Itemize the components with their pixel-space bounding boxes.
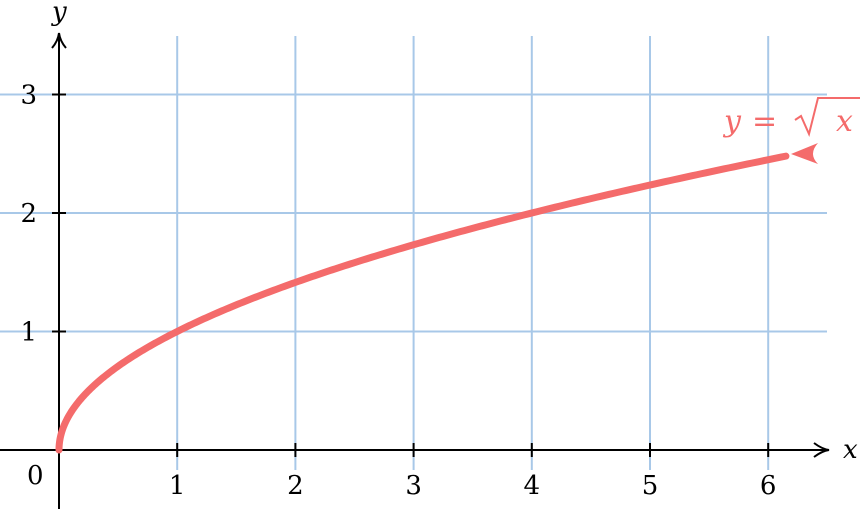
grid	[0, 36, 827, 470]
y-tick-label-3: 3	[20, 81, 37, 111]
series-label-equals: =	[752, 104, 777, 139]
series	[55, 152, 790, 454]
x-tick-label-1: 1	[169, 471, 186, 501]
y-axis-arrowhead	[51, 32, 67, 49]
radical-sign	[794, 97, 860, 138]
series-label-pointer	[791, 143, 818, 164]
origin-label: 0	[27, 461, 44, 491]
series-label-radicand: x	[836, 104, 853, 139]
series-curve-0	[55, 152, 790, 454]
ticks: 1 2 3 4 5 6 1 2 3	[20, 81, 776, 502]
x-tick-label-5: 5	[642, 471, 659, 501]
y-tick-label-2: 2	[20, 199, 37, 229]
x-tick-label-3: 3	[405, 471, 422, 501]
y-tick-label-1: 1	[20, 318, 37, 348]
series-label-lhs: y	[722, 104, 742, 139]
x-axis-label: x	[843, 435, 858, 465]
x-axis-arrowhead	[813, 442, 830, 458]
series-label: y = x	[722, 97, 860, 164]
y-axis-label: y	[51, 0, 67, 27]
x-tick-label-6: 6	[760, 471, 777, 501]
x-tick-label-2: 2	[287, 471, 304, 501]
x-tick-label-4: 4	[524, 471, 541, 501]
